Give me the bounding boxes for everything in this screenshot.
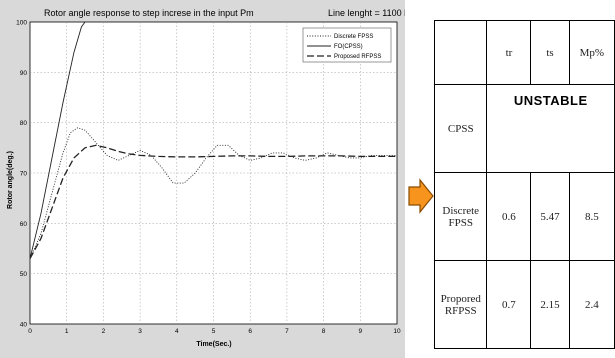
x-tick-label: 5 xyxy=(212,328,216,335)
legend-label: Proposed RFPSS xyxy=(334,54,381,60)
x-tick-label: 1 xyxy=(65,328,69,335)
unstable-cell: UNSTABLE xyxy=(486,84,615,173)
table-cell: 0.7 xyxy=(486,260,532,349)
row-label-rfpss: Propored RFPSS xyxy=(433,260,488,349)
row-label-line: FPSS xyxy=(448,216,473,229)
table-row-cpss: CPSS UNSTABLE xyxy=(433,84,615,173)
y-tick-label: 40 xyxy=(20,322,28,329)
row-label-line: RFPSS xyxy=(444,304,477,317)
table-cell: 8.5 xyxy=(568,172,615,261)
right-arrow-icon xyxy=(408,178,434,214)
table-cell: 2.4 xyxy=(568,260,615,349)
grid xyxy=(30,22,397,324)
rotor-angle-chart: Rotor angle response to step increse in … xyxy=(7,8,405,348)
performance-table: tr ts Mp% CPSS UNSTABLE Discrete FPSS 0.… xyxy=(433,20,615,349)
row-label-line: Discrete xyxy=(442,204,480,217)
y-tick-label: 50 xyxy=(20,271,28,278)
header-tr: tr xyxy=(486,20,532,85)
row-label-cpss: CPSS xyxy=(433,84,488,173)
y-axis-label: Rotor angle(deg.) xyxy=(7,151,14,209)
table-cell: 5.47 xyxy=(530,172,570,261)
x-tick-label: 9 xyxy=(358,328,362,335)
legend-label: Discrete FPSS xyxy=(334,34,373,40)
y-tick-label: 80 xyxy=(20,120,28,127)
x-axis-label: Time(Sec.) xyxy=(196,341,231,348)
y-tick-label: 60 xyxy=(20,221,28,228)
series-line-discrete-fpss xyxy=(30,127,397,259)
table-row-discrete-fpss: Discrete FPSS 0.6 5.47 8.5 xyxy=(433,172,615,261)
series-group xyxy=(30,22,397,259)
table-header-row: tr ts Mp% xyxy=(433,20,615,85)
y-tick-label: 90 xyxy=(20,70,28,77)
x-tick-label: 4 xyxy=(175,328,179,335)
row-label-discrete-fpss: Discrete FPSS xyxy=(433,172,488,261)
header-mp: Mp% xyxy=(568,20,615,85)
y-tick-label: 70 xyxy=(20,171,28,178)
table-cell: 2.15 xyxy=(530,260,570,349)
table-row-rfpss: Propored RFPSS 0.7 2.15 2.4 xyxy=(433,260,615,349)
header-ts: ts xyxy=(530,20,570,85)
x-tick-label: 8 xyxy=(322,328,326,335)
x-tick-label: 7 xyxy=(285,328,289,335)
legend: Discrete FPSS FO(CPSS) Proposed RFPSS xyxy=(302,27,392,63)
y-tick-label: 100 xyxy=(16,20,27,27)
series-line-proposed-rfpss xyxy=(30,144,397,259)
table-corner-cell xyxy=(433,20,488,85)
x-tick-label: 3 xyxy=(138,328,142,335)
x-tick-label: 10 xyxy=(393,328,401,335)
chart-title: Rotor angle response to step increse in … xyxy=(44,8,254,18)
tick-labels: 0 1 2 3 4 5 6 7 8 9 10 40 50 60 70 80 90 100 xyxy=(16,20,401,336)
row-label-line: Propored xyxy=(440,292,481,305)
chart-panel: Rotor angle response to step increse in … xyxy=(0,0,405,358)
x-tick-label: 2 xyxy=(102,328,106,335)
unstable-label: UNSTABLE xyxy=(513,93,588,108)
x-tick-label: 6 xyxy=(248,328,252,335)
table-cell: 0.6 xyxy=(486,172,532,261)
x-tick-label: 0 xyxy=(28,328,32,335)
legend-label: FO(CPSS) xyxy=(334,44,363,50)
series-line-fo-cpss- xyxy=(30,22,86,259)
chart-annotation: Line lenght = 1100 km xyxy=(328,8,405,18)
